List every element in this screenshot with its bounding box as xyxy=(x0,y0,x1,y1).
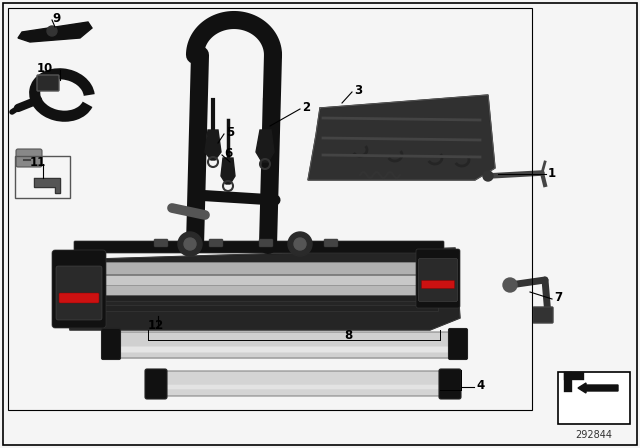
Polygon shape xyxy=(205,130,221,160)
Text: 10: 10 xyxy=(37,61,53,74)
FancyBboxPatch shape xyxy=(79,296,438,302)
Circle shape xyxy=(178,232,202,256)
Polygon shape xyxy=(18,22,92,42)
Text: 4: 4 xyxy=(476,379,484,392)
Bar xyxy=(558,372,630,424)
FancyBboxPatch shape xyxy=(209,239,223,247)
FancyBboxPatch shape xyxy=(152,371,446,396)
Bar xyxy=(8,8,532,410)
Circle shape xyxy=(288,232,312,256)
Text: 11: 11 xyxy=(30,155,46,168)
Text: 12: 12 xyxy=(148,319,164,332)
Polygon shape xyxy=(221,158,235,184)
FancyBboxPatch shape xyxy=(56,266,102,320)
FancyBboxPatch shape xyxy=(113,346,449,353)
Text: 2: 2 xyxy=(302,100,310,113)
FancyBboxPatch shape xyxy=(419,258,458,302)
FancyBboxPatch shape xyxy=(37,75,59,91)
Text: 5: 5 xyxy=(226,125,234,138)
Text: 8: 8 xyxy=(344,328,352,341)
Bar xyxy=(15,156,70,198)
Text: 6: 6 xyxy=(224,146,232,159)
FancyBboxPatch shape xyxy=(449,328,467,359)
Polygon shape xyxy=(256,130,274,162)
FancyBboxPatch shape xyxy=(52,250,106,328)
FancyBboxPatch shape xyxy=(102,328,120,359)
FancyArrow shape xyxy=(578,383,618,393)
Text: 3: 3 xyxy=(354,83,362,96)
Circle shape xyxy=(483,171,493,181)
FancyBboxPatch shape xyxy=(81,263,440,275)
Circle shape xyxy=(184,238,196,250)
FancyBboxPatch shape xyxy=(108,335,457,359)
FancyBboxPatch shape xyxy=(16,149,42,167)
FancyBboxPatch shape xyxy=(533,307,553,323)
Text: 1: 1 xyxy=(548,167,556,180)
FancyBboxPatch shape xyxy=(145,369,167,399)
Circle shape xyxy=(47,26,57,36)
FancyBboxPatch shape xyxy=(79,306,438,311)
Polygon shape xyxy=(308,95,495,180)
Text: 7: 7 xyxy=(554,290,562,303)
FancyBboxPatch shape xyxy=(105,332,456,358)
FancyBboxPatch shape xyxy=(154,239,168,247)
FancyBboxPatch shape xyxy=(74,241,444,253)
Text: 292844: 292844 xyxy=(575,430,612,440)
FancyBboxPatch shape xyxy=(416,249,460,308)
FancyBboxPatch shape xyxy=(422,280,454,289)
FancyBboxPatch shape xyxy=(157,385,440,389)
FancyBboxPatch shape xyxy=(259,239,273,247)
Circle shape xyxy=(294,238,306,250)
FancyBboxPatch shape xyxy=(439,369,461,399)
Polygon shape xyxy=(34,178,60,193)
FancyBboxPatch shape xyxy=(59,293,99,303)
FancyBboxPatch shape xyxy=(324,239,338,247)
FancyBboxPatch shape xyxy=(81,285,440,297)
Text: 9: 9 xyxy=(52,12,60,25)
Circle shape xyxy=(503,278,517,292)
FancyBboxPatch shape xyxy=(81,276,440,288)
Polygon shape xyxy=(60,248,460,330)
